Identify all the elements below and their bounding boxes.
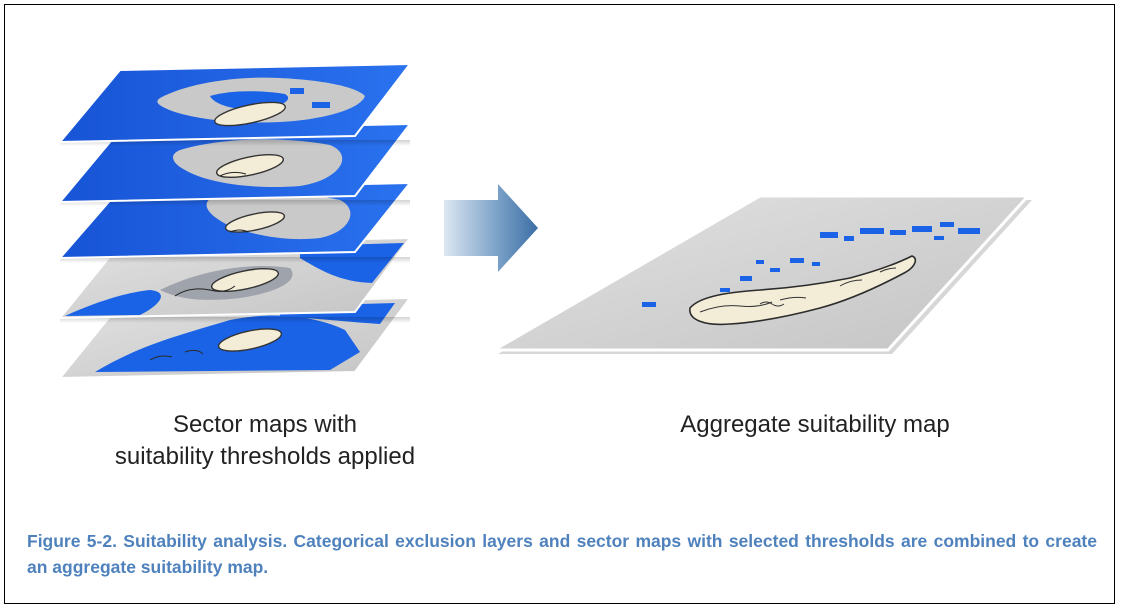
figure-caption: Figure 5-2. Suitability analysis. Catego… (27, 531, 1097, 577)
sector-maps-label-line1: Sector maps with (172, 411, 358, 438)
sector-maps-label: Sector maps with suitability thresholds … (80, 409, 450, 473)
sector-maps-label-line2: suitability thresholds applied (114, 443, 416, 470)
aggregate-map (488, 194, 1032, 354)
aggregate-map-label: Aggregate suitability map (680, 411, 950, 438)
right-arrow-icon (444, 184, 538, 272)
sector-layer-1 (57, 62, 413, 146)
suitability-diagram (57, 62, 1032, 378)
